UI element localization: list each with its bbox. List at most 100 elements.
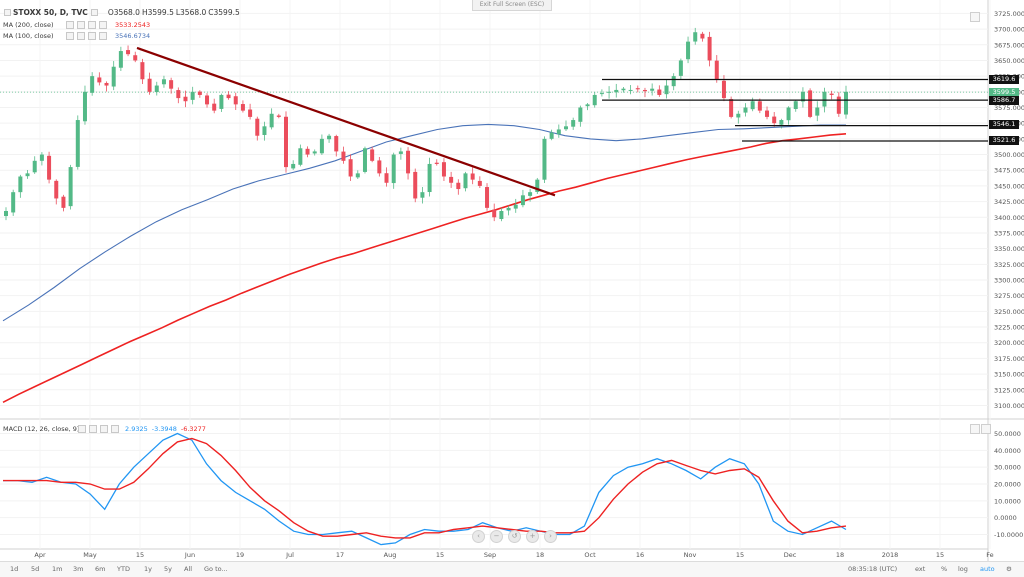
candle-body <box>664 85 669 95</box>
y-tick-label: 3200.0000 <box>994 339 1024 347</box>
range-1y[interactable]: 1y <box>144 565 152 573</box>
more-icon[interactable] <box>99 21 107 29</box>
range-all[interactable]: All <box>184 565 193 573</box>
symbol-header: STOXX 50, D, TVC O3568.0 H3599.5 L3568.0… <box>3 8 240 17</box>
settings-icon[interactable] <box>77 32 85 40</box>
ma100-legend[interactable]: MA (100, close) 3546.6734 <box>3 32 150 40</box>
candle-body <box>4 211 8 217</box>
macd-legend[interactable]: MACD (12, 26, close, 9) 2.9325 -3.3948 -… <box>3 425 206 433</box>
candle-body <box>707 36 712 61</box>
settings-icon[interactable] <box>89 425 97 433</box>
candle-body <box>815 107 820 116</box>
auto-toggle[interactable]: auto <box>980 565 995 573</box>
candle-body <box>97 77 102 83</box>
x-tick-label: Nov <box>684 551 697 559</box>
candle-body <box>154 85 159 93</box>
macd-tick-label: 50.0000 <box>994 430 1021 438</box>
candle-body <box>319 138 324 154</box>
ohlc-low: L3568.0 <box>175 8 207 17</box>
eye-icon[interactable] <box>78 425 86 433</box>
candle-body <box>513 204 518 209</box>
go-to-date-button[interactable]: Go to... <box>204 565 228 573</box>
candle-body <box>607 91 612 93</box>
x-tick-label: 2018 <box>882 551 899 559</box>
symbol-menu-icon[interactable] <box>90 9 98 16</box>
range-1d[interactable]: 1d <box>10 565 19 573</box>
candle-body <box>413 171 418 199</box>
candle-body <box>212 103 217 111</box>
candle-body <box>772 116 777 124</box>
candle-body <box>183 96 188 102</box>
exit-fullscreen-button[interactable]: Exit Full Screen (ESC) <box>472 0 552 11</box>
pane-maximize-icon[interactable] <box>981 424 991 434</box>
signal-value: -3.3948 <box>151 425 177 433</box>
zoom-out-icon[interactable]: ‹ <box>472 530 485 543</box>
candle-body <box>61 196 66 208</box>
range-5d[interactable]: 5d <box>31 565 40 573</box>
candle-body <box>614 89 619 93</box>
candle-body <box>528 192 533 196</box>
ext-toggle[interactable]: ext <box>915 565 926 573</box>
eye-icon[interactable] <box>66 32 74 40</box>
bottom-toolbar: 1d 5d 1m 3m 6m YTD 1y 5y All Go to... 08… <box>0 561 1024 577</box>
level-label: 3619.6 <box>989 75 1019 84</box>
range-3m[interactable]: 3m <box>73 565 84 573</box>
macd-tick-label: 10.0000 <box>994 497 1021 505</box>
log-toggle[interactable]: log <box>958 565 968 573</box>
settings-icon[interactable] <box>77 21 85 29</box>
reset-icon[interactable]: ↺ <box>508 530 521 543</box>
close-icon[interactable] <box>88 21 96 29</box>
ma200-label: MA (200, close) <box>3 21 54 29</box>
y-tick-label: 3450.0000 <box>994 182 1024 190</box>
candle-body <box>434 162 439 164</box>
more-icon[interactable] <box>111 425 119 433</box>
range-1m[interactable]: 1m <box>52 565 63 573</box>
ma100-label: MA (100, close) <box>3 32 54 40</box>
macd-tick-label: -10.0000 <box>994 531 1023 539</box>
zoom-plus-icon[interactable]: + <box>526 530 539 543</box>
symbol-name: STOXX 50, D, TVC <box>13 8 88 17</box>
trendline <box>136 46 556 197</box>
chart-settings-icon[interactable] <box>970 12 980 22</box>
candle-body <box>420 192 425 198</box>
candle-body <box>276 115 281 117</box>
candle-body <box>377 160 382 174</box>
scale-settings-icon[interactable]: ⚙ <box>1006 565 1012 573</box>
range-ytd[interactable]: YTD <box>117 565 130 573</box>
candle-body <box>463 173 468 189</box>
y-tick-label: 3575.0000 <box>994 104 1024 112</box>
level-label: 3586.7 <box>989 96 1019 105</box>
candle-body <box>11 192 16 213</box>
macd-tick-label: 20.0000 <box>994 481 1021 489</box>
range-5y[interactable]: 5y <box>164 565 172 573</box>
x-tick-label: 15 <box>436 551 444 559</box>
pane-up-icon[interactable] <box>970 424 980 434</box>
candle-body <box>441 162 446 177</box>
candle-body <box>190 91 195 100</box>
candle-body <box>456 182 461 190</box>
close-icon[interactable] <box>100 425 108 433</box>
y-tick-label: 3325.0000 <box>994 261 1024 269</box>
candle-body <box>291 163 296 169</box>
scroll-right-icon[interactable]: › <box>544 530 557 543</box>
candle-body <box>312 151 317 154</box>
range-6m[interactable]: 6m <box>95 565 106 573</box>
candle-body <box>671 76 676 87</box>
ma200-legend[interactable]: MA (200, close) 3533.2543 <box>3 21 150 29</box>
eye-icon[interactable] <box>66 21 74 29</box>
candle-body <box>25 173 30 177</box>
x-tick-label: 18 <box>836 551 844 559</box>
candle-body <box>111 66 116 87</box>
ma200-value: 3533.2543 <box>115 21 151 29</box>
collapse-legend-icon[interactable] <box>4 9 11 16</box>
candle-body <box>248 109 253 117</box>
candle-body <box>90 76 95 93</box>
candle-body <box>82 91 87 122</box>
x-tick-label: May <box>83 551 97 559</box>
candle-body <box>808 90 813 117</box>
close-icon[interactable] <box>88 32 96 40</box>
zoom-minus-icon[interactable]: − <box>490 530 503 543</box>
candle-body <box>284 116 288 168</box>
percent-toggle[interactable]: % <box>941 565 948 573</box>
more-icon[interactable] <box>99 32 107 40</box>
